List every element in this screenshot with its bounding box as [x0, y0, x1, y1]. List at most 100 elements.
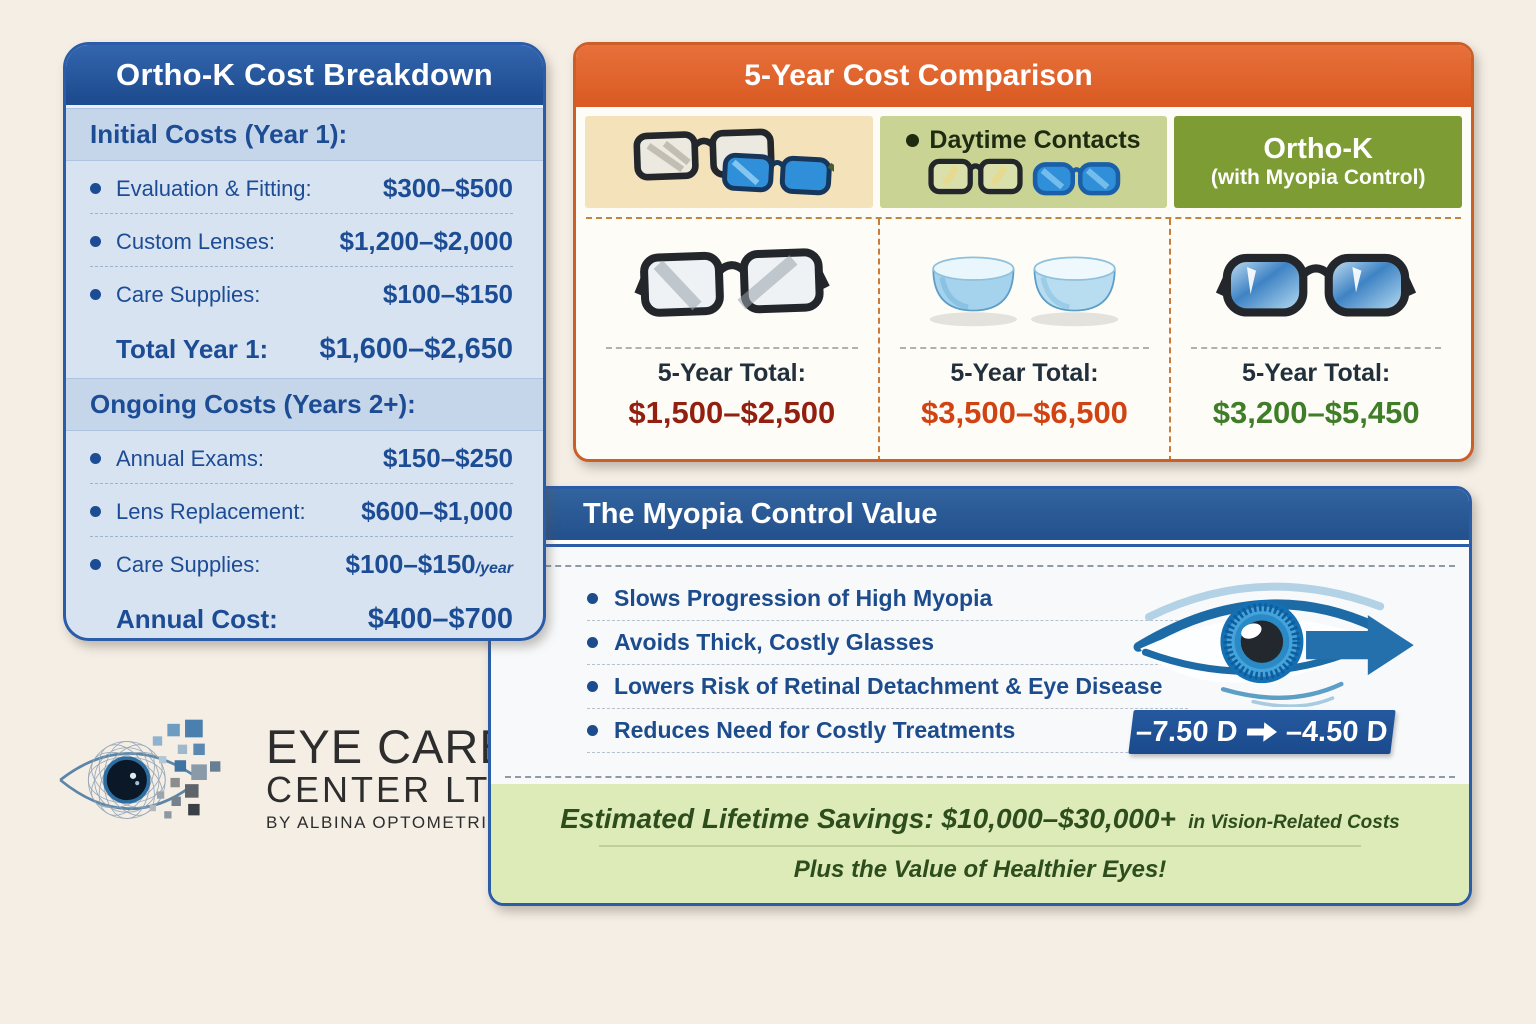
- bullet-icon: [587, 681, 598, 692]
- list-item: Slows Progression of High Myopia: [587, 577, 1189, 621]
- diopter-change-badge: –7.50 D –4.50 D: [1128, 710, 1396, 754]
- row-value-suffix: /year: [475, 560, 513, 577]
- eyeglasses-and-sunglasses-icon: [633, 128, 834, 196]
- five-year-comparison-panel: 5-Year Cost Comparison: [573, 42, 1474, 462]
- contact-lenses-icon: [919, 229, 1129, 345]
- list-item: Avoids Thick, Costly Glasses: [587, 621, 1189, 665]
- total-value: $400–$700: [367, 603, 513, 635]
- savings-suffix-text: in Vision-Related Costs: [1188, 812, 1400, 833]
- row-label: Annual Exams:: [116, 445, 264, 471]
- annual-cost-row: Annual Cost: $400–$700: [66, 589, 543, 638]
- comparison-cell-glasses: 5-Year Total: $1,500–$2,500: [586, 219, 878, 459]
- daytime-contacts-label-row: Daytime Contacts: [906, 125, 1141, 155]
- row-value: $600–$1,000: [361, 496, 513, 526]
- ongoing-costs-heading: Ongoing Costs (Years 2+):: [66, 378, 543, 431]
- five-year-total-value: $1,500–$2,500: [628, 395, 836, 430]
- table-row: Lens Replacement: $600–$1,000: [90, 484, 513, 537]
- ongoing-costs-rows: Annual Exams: $150–$250 Lens Replacement…: [66, 431, 543, 589]
- five-year-total-label: 5-Year Total:: [657, 359, 806, 387]
- row-label: Care Supplies:: [116, 551, 261, 577]
- bullet-icon: [90, 236, 101, 247]
- blue-tinted-eyeglasses-icon: [1216, 229, 1417, 345]
- initial-costs-rows: Evaluation & Fitting: $300–$500 Custom L…: [66, 161, 543, 319]
- cost-breakdown-header: Ortho-K Cost Breakdown: [66, 45, 543, 108]
- total-year1-row: Total Year 1: $1,600–$2,650: [66, 319, 543, 378]
- right-arrow-icon: [1246, 722, 1277, 742]
- benefit-text: Slows Progression of High Myopia: [614, 585, 993, 611]
- orthok-header-line1: Ortho-K: [1263, 133, 1373, 165]
- cost-breakdown-panel: Ortho-K Cost Breakdown Initial Costs (Ye…: [63, 42, 546, 641]
- comparison-header: 5-Year Cost Comparison: [576, 45, 1471, 107]
- daytime-contacts-label: Daytime Contacts: [929, 125, 1141, 154]
- benefit-text: Reduces Need for Costly Treatments: [614, 717, 1016, 743]
- five-year-total-label: 5-Year Total:: [1242, 359, 1391, 387]
- initial-costs-heading: Initial Costs (Year 1):: [66, 108, 543, 161]
- five-year-total-value: $3,200–$5,450: [1212, 395, 1420, 430]
- diopter-from: –7.50 D: [1135, 715, 1239, 748]
- benefit-text: Avoids Thick, Costly Glasses: [614, 629, 934, 655]
- savings-line1: Estimated Lifetime Savings: $10,000–$30,…: [560, 803, 1400, 835]
- comparison-cell-contacts: 5-Year Total: $3,500–$6,500: [877, 219, 1170, 459]
- benefit-text: Lowers Risk of Retinal Detachment & Eye …: [614, 673, 1163, 699]
- table-row: Custom Lenses: $1,200–$2,000: [90, 214, 513, 267]
- eyeglasses-and-sunglasses-icon: [928, 158, 1121, 195]
- table-row: Evaluation & Fitting: $300–$500: [90, 161, 513, 214]
- column-header-glasses: [585, 116, 873, 208]
- myopia-value-panel: The Myopia Control Value Slows Progressi…: [488, 486, 1472, 906]
- five-year-total-label: 5-Year Total:: [950, 359, 1099, 387]
- bullet-icon: [587, 593, 598, 604]
- comparison-body: 5-Year Total: $1,500–$2,500: [576, 219, 1471, 459]
- diopter-to: –4.50 D: [1285, 715, 1389, 748]
- five-year-total-value: $3,500–$6,500: [921, 395, 1128, 430]
- total-label: Annual Cost:: [116, 604, 278, 634]
- row-value-amount: $100–$150: [345, 549, 476, 579]
- divider: [598, 845, 1362, 847]
- bullet-icon: [906, 133, 920, 147]
- dashed-divider: [586, 217, 1461, 219]
- list-item: Reduces Need for Costly Treatments: [587, 709, 1189, 753]
- row-label: Lens Replacement:: [116, 498, 306, 524]
- table-row: Care Supplies: $100–$150: [90, 267, 513, 319]
- orthok-header-line2: (with Myopia Control): [1210, 166, 1426, 189]
- table-row: Annual Exams: $150–$250: [90, 431, 513, 484]
- logo-line3: BY ALBINA OPTOMETRIC: [266, 813, 502, 832]
- column-header-daytime-contacts: Daytime Contacts: [879, 116, 1168, 208]
- column-header-orthok: Ortho-K (with Myopia Control): [1174, 116, 1462, 208]
- bullet-icon: [90, 453, 101, 464]
- logo-line2: CENTER LTD: [266, 769, 520, 810]
- cost-breakdown-title: Ortho-K Cost Breakdown: [116, 57, 493, 92]
- bullet-icon: [587, 725, 598, 736]
- row-value: $100–$150/year: [345, 549, 513, 580]
- comparison-title: 5-Year Cost Comparison: [744, 59, 1093, 92]
- eye-with-arrow-illustration: [1119, 571, 1419, 712]
- table-row: Care Supplies: $100–$150/year: [90, 537, 513, 589]
- eye-care-center-logo: EYE CARE CENTER LTD BY ALBINA OPTOMETRIC: [54, 706, 519, 854]
- bullet-icon: [90, 183, 101, 194]
- logo-line1: EYE CARE: [266, 720, 512, 773]
- eye-logo-icon: [59, 719, 221, 819]
- bullet-icon: [587, 637, 598, 648]
- myopia-header: The Myopia Control Value: [491, 489, 1469, 544]
- dashed-divider: [899, 347, 1150, 349]
- bullet-icon: [90, 559, 101, 570]
- row-label: Evaluation & Fitting:: [116, 175, 312, 201]
- dashed-divider: [1191, 347, 1442, 349]
- row-label: Custom Lenses:: [116, 228, 275, 254]
- bullet-icon: [90, 289, 101, 300]
- list-item: Lowers Risk of Retinal Detachment & Eye …: [587, 665, 1189, 709]
- dashed-divider: [505, 776, 1455, 778]
- benefits-list: Slows Progression of High Myopia Avoids …: [587, 577, 1189, 753]
- bullet-icon: [90, 506, 101, 517]
- row-value: $100–$150: [382, 279, 513, 309]
- logo-text: EYE CARE CENTER LTD BY ALBINA OPTOMETRIC: [266, 720, 520, 836]
- dashed-divider: [505, 565, 1455, 567]
- row-label: Care Supplies:: [116, 281, 261, 307]
- total-value: $1,600–$2,650: [319, 333, 513, 365]
- comparison-cell-orthok: 5-Year Total: $3,200–$5,450: [1169, 219, 1461, 459]
- row-value: $1,200–$2,000: [339, 226, 513, 256]
- total-label: Total Year 1:: [116, 334, 269, 364]
- dashed-divider: [605, 347, 858, 349]
- eyeglasses-icon: [634, 229, 830, 345]
- savings-main-text: Estimated Lifetime Savings: $10,000–$30,…: [560, 803, 1176, 834]
